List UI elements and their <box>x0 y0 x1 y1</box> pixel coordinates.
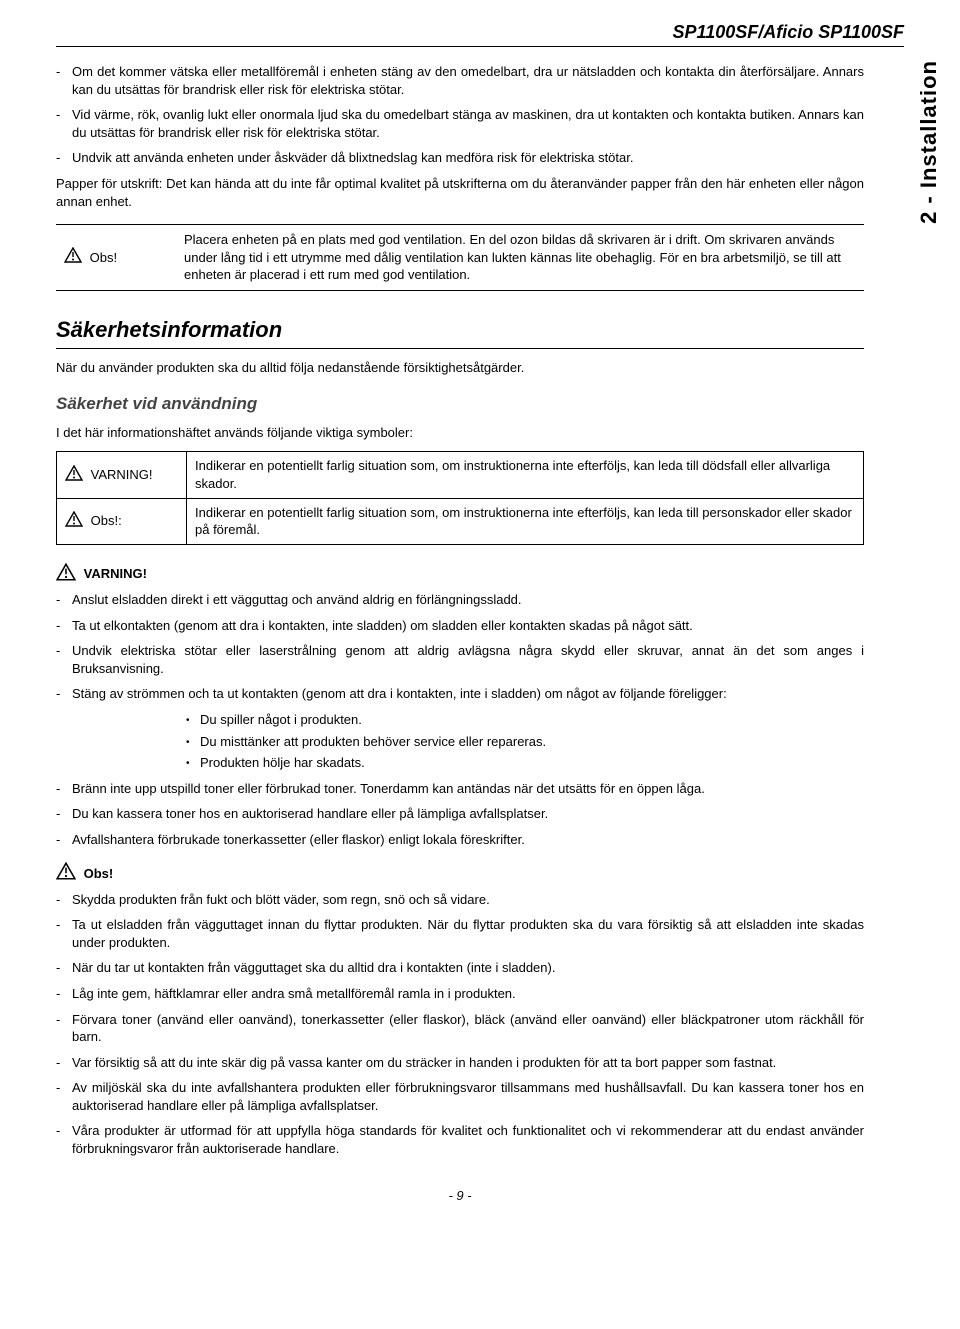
list-item: Skydda produkten från fukt och blött väd… <box>56 891 864 909</box>
side-tab: 2 - Installation <box>914 60 944 224</box>
obs2-label: Obs! <box>84 865 114 883</box>
table-row: VARNING! Indikerar en potentiellt farlig… <box>57 452 864 498</box>
list-item: Anslut elsladden direkt i ett vägguttag … <box>56 591 864 609</box>
warning-triangle-icon <box>65 511 83 532</box>
intro-bullet-list: Om det kommer vätska eller metallföremål… <box>56 63 864 167</box>
warning-triangle-icon <box>56 563 76 586</box>
safety-intro: När du använder produkten ska du alltid … <box>56 359 864 377</box>
obs-label: Obs! <box>90 249 117 267</box>
obs2-heading: Obs! <box>56 862 864 885</box>
list-item: Du misttänker att produkten behöver serv… <box>186 733 864 751</box>
warning-triangle-icon <box>56 862 76 885</box>
usage-heading: Säkerhet vid användning <box>56 393 864 416</box>
symbol-label-cell: VARNING! <box>57 452 187 498</box>
list-item: Bränn inte upp utspilld toner eller förb… <box>56 780 864 798</box>
symbol-label: Obs!: <box>91 512 122 530</box>
warning-bullet-list-after: Bränn inte upp utspilld toner eller förb… <box>56 780 864 849</box>
symbols-table: VARNING! Indikerar en potentiellt farlig… <box>56 451 864 544</box>
list-item: Vid värme, rök, ovanlig lukt eller onorm… <box>56 106 864 141</box>
warning-bullet-list: Anslut elsladden direkt i ett vägguttag … <box>56 591 864 703</box>
obs-label-cell: Obs! <box>56 225 176 291</box>
list-item: Ta ut elsladden från vägguttaget innan d… <box>56 916 864 951</box>
list-item: Du spiller något i produkten. <box>186 711 864 729</box>
list-item: Undvik elektriska stötar eller laserstrå… <box>56 642 864 677</box>
list-item: Av miljöskäl ska du inte avfallshantera … <box>56 1079 864 1114</box>
warning-label: VARNING! <box>84 565 147 583</box>
page-number: - 9 - <box>56 1187 864 1205</box>
list-item: Stäng av strömmen och ta ut kontakten (g… <box>56 685 864 703</box>
list-item: Undvik att använda enheten under åskväde… <box>56 149 864 167</box>
warning-triangle-icon <box>64 247 82 268</box>
list-item: Låg inte gem, häftklamrar eller andra sm… <box>56 985 864 1003</box>
paper-note: Papper för utskrift: Det kan hända att d… <box>56 175 864 210</box>
list-item: Var försiktig så att du inte skär dig på… <box>56 1054 864 1072</box>
obs-text: Placera enheten på en plats med god vent… <box>176 225 864 291</box>
list-item: Förvara toner (använd eller oanvänd), to… <box>56 1011 864 1046</box>
list-item: Om det kommer vätska eller metallföremål… <box>56 63 864 98</box>
page-header-title: SP1100SF/Aficio SP1100SF <box>56 20 904 47</box>
warning-triangle-icon <box>65 465 83 486</box>
list-item: Våra produkter är utformad för att uppfy… <box>56 1122 864 1157</box>
list-item: Du kan kassera toner hos en auktoriserad… <box>56 805 864 823</box>
list-item: Avfallshantera förbrukade tonerkassetter… <box>56 831 864 849</box>
obs-note-table: Obs! Placera enheten på en plats med god… <box>56 224 864 291</box>
symbol-desc: Indikerar en potentiellt farlig situatio… <box>187 452 864 498</box>
symbol-label-cell: Obs!: <box>57 498 187 544</box>
warning-sub-bullets: Du spiller något i produkten. Du misttän… <box>56 711 864 772</box>
warning-heading: VARNING! <box>56 563 864 586</box>
symbol-desc: Indikerar en potentiellt farlig situatio… <box>187 498 864 544</box>
table-row: Obs!: Indikerar en potentiellt farlig si… <box>57 498 864 544</box>
safety-heading: Säkerhetsinformation <box>56 315 864 350</box>
list-item: Produkten hölje har skadats. <box>186 754 864 772</box>
symbol-label: VARNING! <box>91 466 153 484</box>
obs2-bullet-list: Skydda produkten från fukt och blött väd… <box>56 891 864 1158</box>
usage-intro: I det här informationshäftet används föl… <box>56 424 864 442</box>
list-item: Ta ut elkontakten (genom att dra i konta… <box>56 617 864 635</box>
list-item: När du tar ut kontakten från vägguttaget… <box>56 959 864 977</box>
